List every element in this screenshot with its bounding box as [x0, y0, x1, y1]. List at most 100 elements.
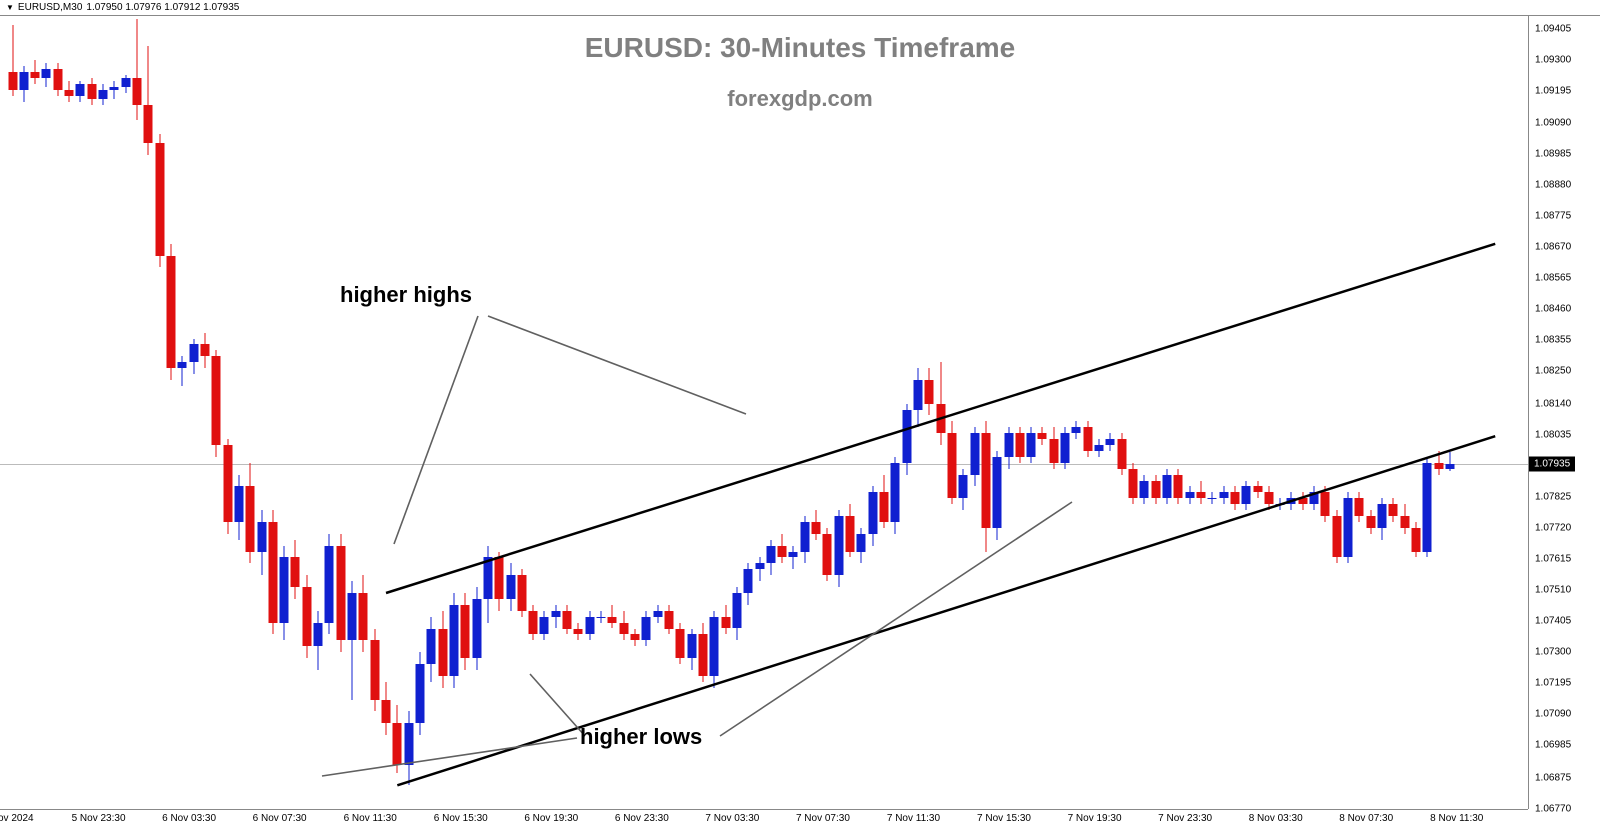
candle	[1389, 16, 1398, 809]
candle	[87, 16, 96, 809]
candle	[789, 16, 798, 809]
candle	[563, 16, 572, 809]
y-tick: 1.08985	[1535, 148, 1571, 159]
candle	[744, 16, 753, 809]
candle	[1208, 16, 1217, 809]
candle	[427, 16, 436, 809]
candle	[1219, 16, 1228, 809]
candle	[472, 16, 481, 809]
y-tick: 1.06985	[1535, 740, 1571, 751]
y-tick: 1.07510	[1535, 585, 1571, 596]
candle	[268, 16, 277, 809]
candle	[166, 16, 175, 809]
candle	[755, 16, 764, 809]
candle	[223, 16, 232, 809]
candle	[1129, 16, 1138, 809]
candle	[31, 16, 40, 809]
candle	[1004, 16, 1013, 809]
candle	[212, 16, 221, 809]
candle	[53, 16, 62, 809]
chart-title: EURUSD: 30-Minutes Timeframe	[585, 32, 1015, 64]
x-tick: 6 Nov 15:30	[434, 813, 488, 824]
x-tick: 6 Nov 07:30	[253, 813, 307, 824]
candle	[200, 16, 209, 809]
candle	[574, 16, 583, 809]
candle	[981, 16, 990, 809]
candle	[1083, 16, 1092, 809]
candle	[99, 16, 108, 809]
candle	[676, 16, 685, 809]
y-tick: 1.08775	[1535, 210, 1571, 221]
candle	[1366, 16, 1375, 809]
y-tick: 1.07720	[1535, 522, 1571, 533]
candle	[551, 16, 560, 809]
candle	[495, 16, 504, 809]
candle	[857, 16, 866, 809]
candle	[1027, 16, 1036, 809]
candle	[370, 16, 379, 809]
candle	[483, 16, 492, 809]
ohlc-label: 1.07950 1.07976 1.07912 1.07935	[86, 2, 239, 13]
candle	[913, 16, 922, 809]
x-tick: 5 Nov 2024	[0, 813, 34, 824]
chart-container: ▼ EURUSD,M30 1.07950 1.07976 1.07912 1.0…	[0, 0, 1600, 833]
chart-subtitle: forexgdp.com	[727, 86, 872, 112]
candle	[993, 16, 1002, 809]
y-tick: 1.08880	[1535, 179, 1571, 190]
candle	[1400, 16, 1409, 809]
x-tick: 6 Nov 23:30	[615, 813, 669, 824]
candle	[812, 16, 821, 809]
candle	[1185, 16, 1194, 809]
candle	[302, 16, 311, 809]
candle	[1264, 16, 1273, 809]
candle	[1355, 16, 1364, 809]
candle	[1162, 16, 1171, 809]
candle	[619, 16, 628, 809]
candle	[291, 16, 300, 809]
candle	[608, 16, 617, 809]
candle	[1015, 16, 1024, 809]
candle	[766, 16, 775, 809]
candle	[800, 16, 809, 809]
candle	[110, 16, 119, 809]
candle	[76, 16, 85, 809]
candle	[1378, 16, 1387, 809]
candle	[642, 16, 651, 809]
candle	[517, 16, 526, 809]
candle	[653, 16, 662, 809]
x-tick: 7 Nov 15:30	[977, 813, 1031, 824]
candle	[1174, 16, 1183, 809]
dropdown-icon[interactable]: ▼	[6, 3, 14, 12]
annotation-higher-highs: higher highs	[340, 282, 472, 308]
candle	[415, 16, 424, 809]
y-tick: 1.07195	[1535, 678, 1571, 689]
y-tick: 1.06770	[1535, 804, 1571, 815]
candle	[348, 16, 357, 809]
candle	[393, 16, 402, 809]
candle	[1287, 16, 1296, 809]
annotation-higher-lows: higher lows	[580, 724, 702, 750]
x-tick: 8 Nov 03:30	[1249, 813, 1303, 824]
y-tick: 1.07615	[1535, 553, 1571, 564]
candle	[506, 16, 515, 809]
candle	[540, 16, 549, 809]
candle	[1423, 16, 1432, 809]
chart-plot-area[interactable]	[0, 16, 1528, 809]
y-tick: 1.09090	[1535, 117, 1571, 128]
y-tick: 1.08140	[1535, 398, 1571, 409]
candle	[121, 16, 130, 809]
y-tick: 1.07405	[1535, 616, 1571, 627]
x-tick: 6 Nov 11:30	[344, 813, 397, 824]
candle	[1310, 16, 1319, 809]
candle	[438, 16, 447, 809]
candle	[959, 16, 968, 809]
candle	[42, 16, 51, 809]
candle	[947, 16, 956, 809]
candle	[925, 16, 934, 809]
candle	[710, 16, 719, 809]
x-tick: 8 Nov 11:30	[1430, 813, 1483, 824]
candle	[585, 16, 594, 809]
candle	[1344, 16, 1353, 809]
candle	[336, 16, 345, 809]
x-tick: 8 Nov 07:30	[1339, 813, 1393, 824]
